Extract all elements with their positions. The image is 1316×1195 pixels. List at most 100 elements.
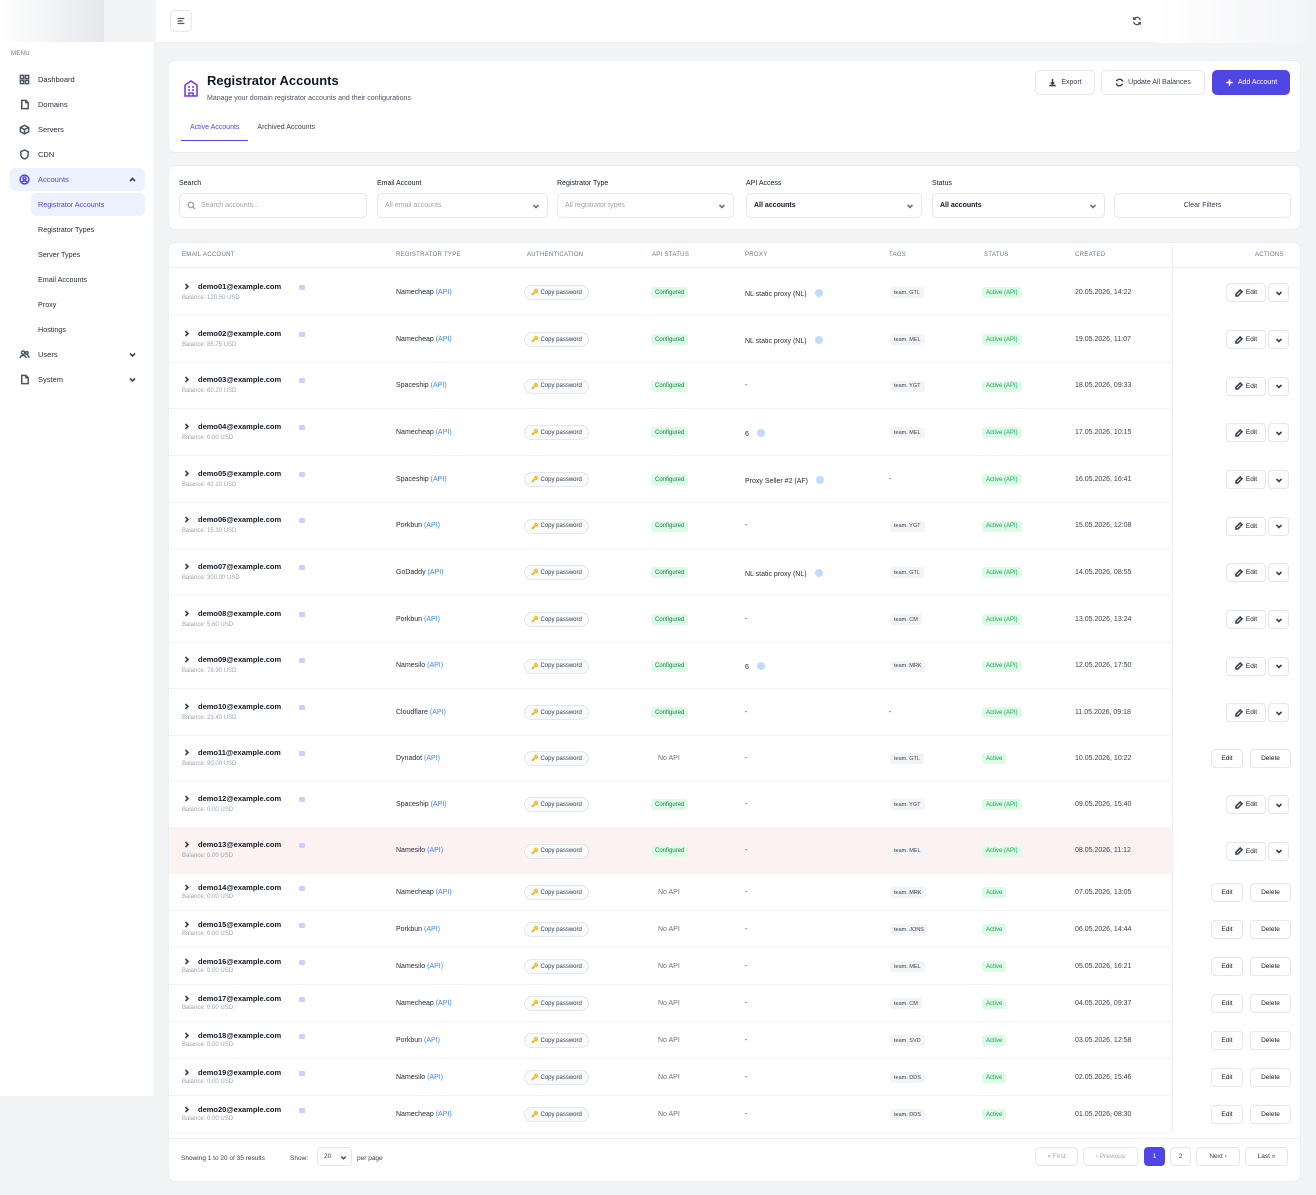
copy-password-button[interactable]: 🔑 Copy password bbox=[524, 885, 589, 900]
table-row[interactable]: demo11@example.com Balance: 90.00 USD Dy… bbox=[169, 736, 1291, 781]
edit-button[interactable]: Edit bbox=[1226, 656, 1266, 676]
info-icon[interactable] bbox=[814, 335, 823, 344]
page-1-button[interactable]: 1 bbox=[1144, 1147, 1165, 1166]
api-link[interactable]: (API) bbox=[427, 847, 444, 854]
copy-password-button[interactable]: 🔑 Copy password bbox=[524, 797, 589, 812]
table-row[interactable]: demo13@example.com Balance: 0.00 USD Nam… bbox=[169, 828, 1289, 874]
api-link[interactable]: (API) bbox=[430, 800, 447, 808]
chevron-right-icon[interactable] bbox=[183, 994, 191, 1003]
copy-password-button[interactable]: 🔑 Copy password bbox=[524, 518, 589, 534]
table-row[interactable]: demo20@example.com Balance: 0.00 USD Nam… bbox=[169, 1096, 1291, 1133]
table-row[interactable]: demo01@example.com Balance: 120.50 USD N… bbox=[169, 269, 1289, 316]
edit-button[interactable]: Edit bbox=[1211, 957, 1243, 976]
edit-button[interactable]: Edit bbox=[1226, 330, 1266, 349]
table-row[interactable]: demo02@example.com Balance: 85.75 USD Na… bbox=[169, 316, 1289, 363]
edit-button[interactable]: Edit bbox=[1226, 841, 1266, 861]
sidebar-subitem-hostings[interactable]: Hostings bbox=[38, 325, 66, 334]
chevron-right-icon[interactable] bbox=[183, 841, 191, 849]
sidebar-item-dashboard[interactable]: Dashboard bbox=[10, 68, 145, 91]
tab-archived-accounts[interactable]: Archived Accounts bbox=[257, 124, 316, 131]
chevron-right-icon[interactable] bbox=[183, 329, 191, 338]
delete-button[interactable]: Delete bbox=[1250, 749, 1291, 768]
copy-password-button[interactable]: 🔑 Copy password bbox=[524, 996, 589, 1011]
sidebar-item-servers[interactable]: Servers bbox=[10, 118, 145, 141]
chevron-right-icon[interactable] bbox=[183, 748, 191, 757]
sidebar-item-users[interactable]: Users bbox=[10, 343, 145, 366]
info-icon[interactable] bbox=[756, 662, 765, 670]
chevron-right-icon[interactable] bbox=[183, 469, 191, 478]
edit-button[interactable]: Edit bbox=[1226, 470, 1266, 489]
sidebar-item-system[interactable]: System bbox=[10, 368, 145, 391]
table-row[interactable]: demo03@example.com Balance: 60.20 USD Sp… bbox=[169, 363, 1289, 409]
api-link[interactable]: (API) bbox=[424, 615, 440, 623]
previous-page-button[interactable]: ‹ Previous bbox=[1083, 1147, 1138, 1166]
api-link[interactable]: (API) bbox=[427, 1073, 444, 1081]
table-row[interactable]: demo06@example.com Balance: 15.30 USD Po… bbox=[169, 503, 1289, 549]
chevron-right-icon[interactable] bbox=[183, 1031, 191, 1040]
more-actions-button[interactable] bbox=[1268, 610, 1289, 629]
last-page-button[interactable]: Last » bbox=[1245, 1147, 1288, 1166]
table-row[interactable]: demo10@example.com Balance: 23.40 USD Cl… bbox=[169, 689, 1289, 736]
copy-password-button[interactable]: 🔑 Copy password bbox=[524, 843, 589, 859]
delete-button[interactable]: Delete bbox=[1250, 957, 1291, 976]
api-link[interactable]: (API) bbox=[427, 568, 444, 576]
more-actions-button[interactable] bbox=[1268, 563, 1289, 582]
copy-password-button[interactable]: 🔑 Copy password bbox=[524, 922, 589, 937]
table-row[interactable]: demo07@example.com Balance: 300.00 USD G… bbox=[169, 549, 1289, 596]
edit-button[interactable]: Edit bbox=[1211, 920, 1243, 939]
api-link[interactable]: (API) bbox=[424, 754, 440, 762]
next-page-button[interactable]: Next › bbox=[1196, 1147, 1240, 1166]
copy-password-button[interactable]: 🔑 Copy password bbox=[524, 378, 589, 394]
copy-password-button[interactable]: 🔑 Copy password bbox=[524, 612, 589, 627]
chevron-right-icon[interactable] bbox=[183, 1105, 191, 1114]
chevron-right-icon[interactable] bbox=[183, 883, 191, 892]
more-actions-button[interactable] bbox=[1268, 703, 1289, 722]
edit-button[interactable]: Edit bbox=[1211, 1031, 1243, 1050]
table-row[interactable]: demo05@example.com Balance: 42.10 USD Sp… bbox=[169, 456, 1289, 503]
api-link[interactable]: (API) bbox=[435, 999, 452, 1007]
table-row[interactable]: demo17@example.com Balance: 0.00 USD Nam… bbox=[169, 985, 1291, 1022]
update-balances-button[interactable]: Update All Balances bbox=[1101, 70, 1205, 95]
chevron-right-icon[interactable] bbox=[183, 282, 191, 291]
table-row[interactable]: demo09@example.com Balance: 78.90 USD Na… bbox=[169, 643, 1289, 689]
api-link[interactable]: (API) bbox=[430, 475, 447, 483]
info-icon[interactable] bbox=[816, 475, 825, 484]
per-page-select[interactable]: 20 bbox=[317, 1147, 352, 1166]
api-link[interactable]: (API) bbox=[424, 925, 440, 933]
table-row[interactable]: demo14@example.com Balance: 0.00 USD Nam… bbox=[169, 874, 1291, 911]
copy-password-button[interactable]: 🔑 Copy password bbox=[524, 472, 589, 487]
more-actions-button[interactable] bbox=[1268, 656, 1289, 676]
export-button[interactable]: Export bbox=[1035, 70, 1095, 95]
sidebar-subitem-registrator-accounts[interactable]: Registrator Accounts bbox=[31, 193, 145, 216]
chevron-right-icon[interactable] bbox=[183, 1068, 191, 1077]
api-link[interactable]: (API) bbox=[429, 708, 446, 716]
sidebar-subitem-email-accounts[interactable]: Email Accounts bbox=[38, 275, 88, 284]
refresh-button[interactable] bbox=[1128, 12, 1146, 30]
chevron-right-icon[interactable] bbox=[183, 376, 191, 384]
table-row[interactable]: demo12@example.com Balance: 0.00 USD Spa… bbox=[169, 781, 1289, 828]
chevron-right-icon[interactable] bbox=[183, 656, 191, 664]
api-link[interactable]: (API) bbox=[435, 428, 452, 436]
table-row[interactable]: demo15@example.com Balance: 0.00 USD Por… bbox=[169, 911, 1291, 948]
edit-button[interactable]: Edit bbox=[1211, 1068, 1243, 1087]
copy-password-button[interactable]: 🔑 Copy password bbox=[524, 285, 589, 300]
table-row[interactable]: demo18@example.com Balance: 0.00 USD Por… bbox=[169, 1022, 1291, 1059]
copy-password-button[interactable]: 🔑 Copy password bbox=[524, 705, 589, 720]
page-2-button[interactable]: 2 bbox=[1170, 1147, 1191, 1166]
table-row[interactable]: demo16@example.com Balance: 0.00 USD Nam… bbox=[169, 948, 1291, 985]
first-page-button[interactable]: « First bbox=[1035, 1147, 1078, 1166]
delete-button[interactable]: Delete bbox=[1250, 994, 1291, 1013]
table-row[interactable]: demo04@example.com Balance: 0.00 USD Nam… bbox=[169, 409, 1289, 456]
edit-button[interactable]: Edit bbox=[1226, 563, 1266, 582]
chevron-right-icon[interactable] bbox=[183, 920, 191, 929]
info-icon[interactable] bbox=[814, 288, 823, 297]
delete-button[interactable]: Delete bbox=[1250, 1105, 1291, 1124]
registrator-type-select[interactable]: All registrator types bbox=[557, 193, 734, 218]
add-account-button[interactable]: Add Account bbox=[1212, 70, 1290, 95]
chevron-right-icon[interactable] bbox=[183, 702, 191, 711]
tab-active-accounts[interactable]: Active Accounts bbox=[181, 119, 249, 141]
more-actions-button[interactable] bbox=[1268, 283, 1289, 302]
api-link[interactable]: (API) bbox=[424, 1036, 440, 1044]
clear-filters-button[interactable]: Clear Filters bbox=[1114, 193, 1291, 218]
edit-button[interactable]: Edit bbox=[1211, 1105, 1243, 1124]
